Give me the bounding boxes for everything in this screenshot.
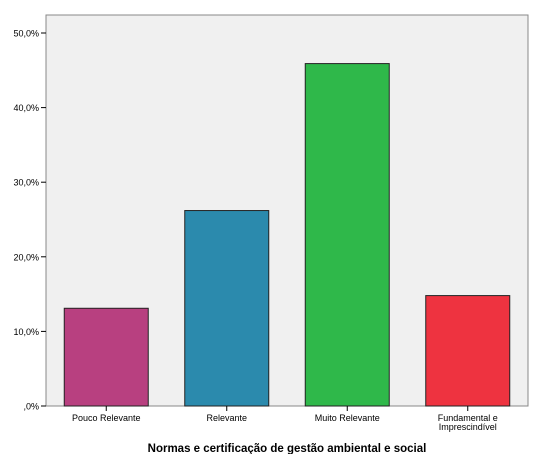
x-tick-label: Fundamental e — [438, 413, 498, 423]
y-tick-label: ,0% — [23, 402, 39, 412]
y-tick-label: 30,0% — [13, 178, 39, 188]
y-tick-label: 20,0% — [13, 252, 39, 262]
bar-3 — [425, 295, 511, 407]
y-tick-label: 50,0% — [13, 29, 39, 39]
y-axis: ,0% 10,0% 20,0% 30,0% 40,0% 50,0% — [13, 29, 46, 412]
x-tick-label: Pouco Relevante — [72, 413, 141, 423]
x-axis: Pouco Relevante Relevante Muito Relevante F… — [72, 406, 498, 432]
bar-1 — [184, 210, 270, 407]
x-tick-label: Muito Relevante — [315, 413, 380, 423]
y-tick-label: 10,0% — [13, 327, 39, 337]
x-axis-title: Normas e certificação de gestão ambienta… — [148, 443, 427, 454]
x-tick-label: Relevante — [206, 413, 247, 423]
x-tick-label: Imprescindível — [439, 422, 497, 432]
bars-group — [63, 63, 511, 407]
bar-2 — [304, 63, 390, 407]
bar-0 — [63, 307, 149, 407]
y-tick-label: 40,0% — [13, 103, 39, 113]
